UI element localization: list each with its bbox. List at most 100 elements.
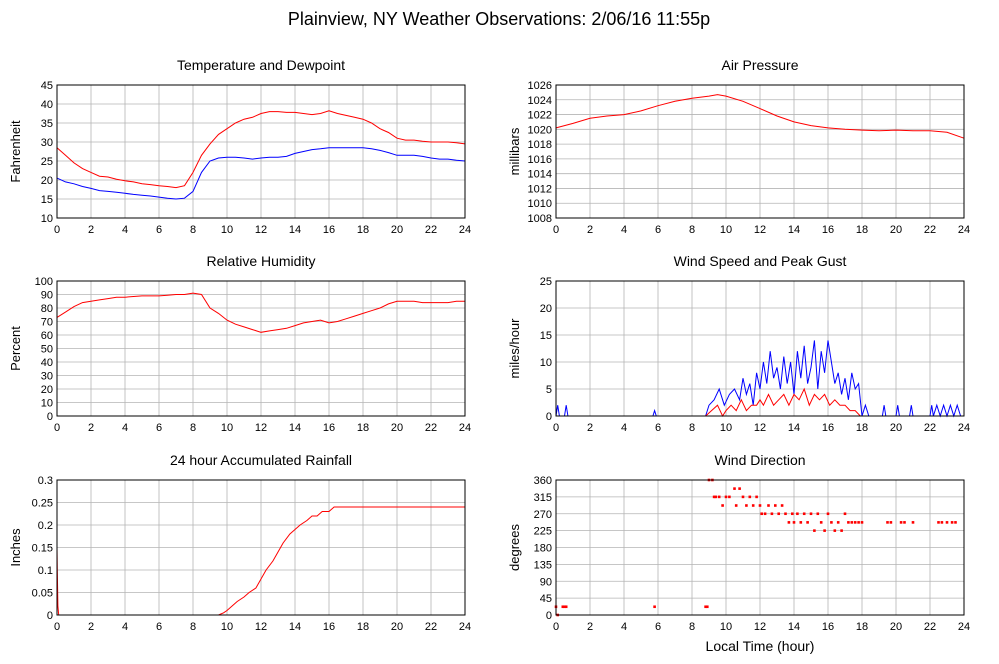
data-point	[840, 529, 843, 532]
data-point	[734, 504, 738, 507]
data-point	[937, 521, 940, 524]
data-point	[792, 521, 796, 524]
x-tick-label: 8	[689, 621, 695, 633]
x-tick-label: 20	[890, 621, 902, 633]
x-tick-label: 22	[425, 422, 437, 434]
y-tick-label: 15	[41, 194, 53, 206]
y-tick-label: 0.1	[38, 565, 53, 577]
x-tick-label: 12	[754, 422, 766, 434]
y-tick-label: 0	[47, 610, 53, 622]
y-axis-label: millibars	[507, 127, 522, 175]
data-point	[911, 521, 915, 524]
x-tick-label: 14	[788, 224, 800, 236]
y-tick-label: 5	[546, 384, 552, 396]
x-tick-label: 18	[357, 422, 369, 434]
data-point	[704, 605, 707, 609]
x-tick-label: 10	[221, 621, 233, 633]
x-tick-label: 22	[924, 224, 936, 236]
x-tick-label: 16	[822, 422, 834, 434]
x-tick-label: 24	[459, 224, 471, 236]
x-tick-label: 6	[655, 422, 661, 434]
y-tick-label: 40	[41, 357, 53, 369]
data-point	[826, 512, 830, 516]
x-tick-label: 4	[122, 621, 128, 633]
data-point	[816, 512, 820, 516]
y-tick-label: 1012	[528, 183, 552, 195]
y-tick-label: 315	[534, 492, 552, 504]
y-tick-label: 0.25	[32, 498, 53, 510]
y-tick-label: 100	[35, 276, 53, 288]
data-point	[763, 512, 767, 516]
y-tick-label: 0	[546, 411, 552, 423]
data-point	[791, 512, 794, 516]
series-line-0	[56, 506, 465, 616]
series-line-0	[56, 110, 466, 189]
data-point	[784, 512, 787, 516]
y-tick-label: 1010	[528, 198, 552, 210]
data-point	[954, 521, 957, 524]
y-tick-label: 70	[41, 317, 53, 329]
y-tick-label: 1008	[528, 213, 552, 225]
x-tick-label: 18	[357, 224, 369, 236]
series-line-1	[56, 147, 466, 200]
y-tick-label: 10	[41, 398, 53, 410]
data-point	[770, 512, 774, 516]
data-point	[767, 504, 770, 507]
data-point	[748, 495, 752, 499]
x-tick-label: 12	[255, 422, 267, 434]
page-title: Plainview, NY Weather Observations: 2/06…	[288, 9, 710, 29]
grid	[555, 280, 965, 417]
chart-title: Wind Speed and Peak Gust	[674, 253, 847, 269]
x-tick-label: 4	[621, 422, 627, 434]
y-tick-label: 0.2	[38, 520, 53, 532]
data-point	[813, 529, 816, 532]
x-tick-label: 24	[459, 422, 471, 434]
chart-title: 24 hour Accumulated Rainfall	[170, 452, 352, 468]
y-tick-label: 90	[540, 576, 552, 588]
x-tick-label: 0	[54, 621, 60, 633]
y-tick-label: 1024	[528, 95, 552, 107]
y-axis-label: Inches	[8, 528, 23, 567]
y-axis-label: Fahrenheit	[8, 120, 23, 183]
y-tick-label: 1020	[528, 124, 552, 136]
x-tick-label: 2	[587, 224, 593, 236]
data-point	[889, 521, 893, 524]
data-point	[563, 605, 566, 609]
data-point	[774, 504, 777, 507]
data-point	[751, 504, 755, 507]
x-tick-label: 10	[221, 422, 233, 434]
y-tick-label: 60	[41, 330, 53, 342]
x-tick-label: 24	[958, 224, 970, 236]
y-tick-label: 0.3	[38, 475, 53, 487]
grid	[56, 84, 466, 219]
x-tick-label: 8	[190, 422, 196, 434]
plot-frame	[555, 84, 965, 219]
y-axis-label: Percent	[8, 326, 23, 371]
y-tick-label: 1014	[528, 169, 552, 181]
x-tick-label: 0	[553, 621, 559, 633]
x-tick-label: 2	[88, 422, 94, 434]
y-tick-label: 30	[41, 371, 53, 383]
x-tick-label: 14	[289, 621, 301, 633]
x-tick-label: 24	[958, 422, 970, 434]
y-tick-label: 360	[534, 475, 552, 487]
series-line-0	[56, 292, 465, 333]
x-tick-label: 14	[289, 224, 301, 236]
data-point	[561, 605, 565, 609]
x-tick-label: 16	[822, 621, 834, 633]
x-tick-label: 18	[856, 422, 868, 434]
data-point	[802, 512, 806, 516]
x-tick-label: 14	[289, 422, 301, 434]
y-tick-label: 10	[540, 357, 552, 369]
x-tick-label: 14	[788, 422, 800, 434]
x-tick-label: 10	[221, 224, 233, 236]
x-tick-label: 22	[924, 422, 936, 434]
x-tick-label: 6	[156, 422, 162, 434]
plot-frame	[555, 479, 965, 616]
y-tick-label: 10	[41, 213, 53, 225]
grid	[56, 479, 466, 616]
